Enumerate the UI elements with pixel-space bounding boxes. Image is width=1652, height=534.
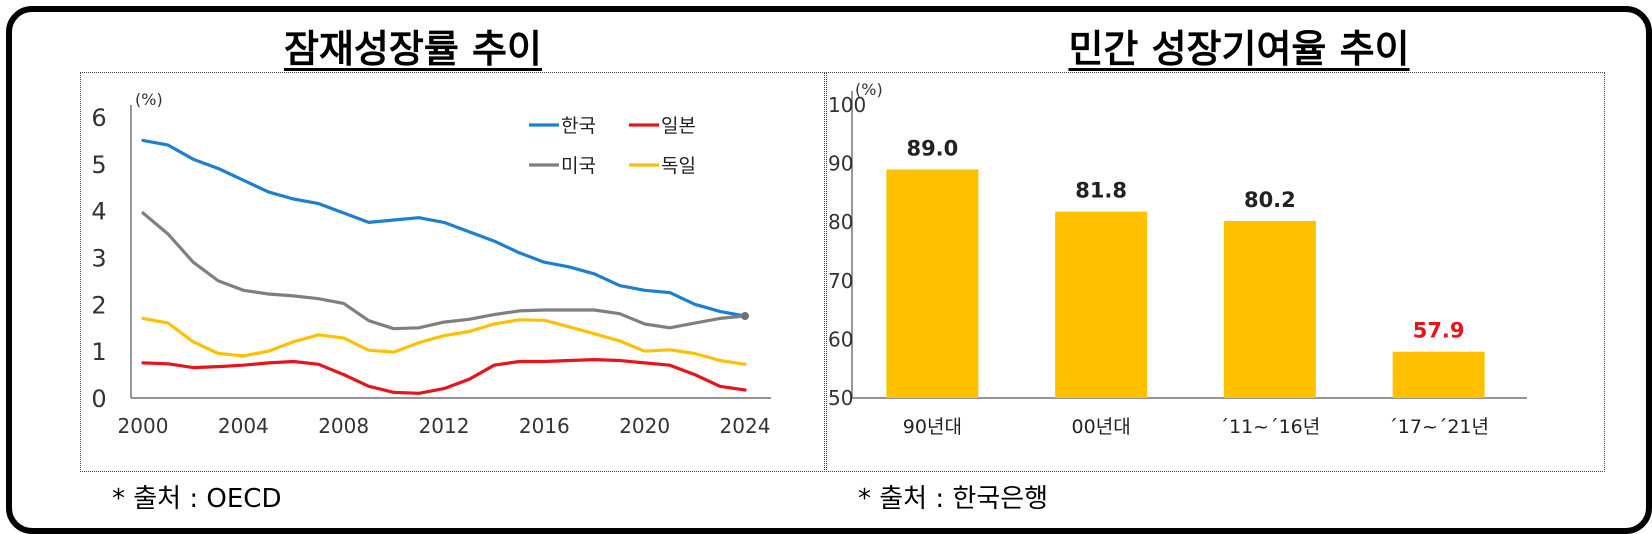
bar-chart: (%) 50 60 70 80 90 100 89.0 90년대 81.8 00년대 80.2 ´11~… xyxy=(828,80,1527,438)
left-source-note: * 출처 : OECD xyxy=(112,484,282,514)
x-tick-label: 2004 xyxy=(218,414,269,438)
end-point-marker xyxy=(741,312,749,321)
bar-chart-panel: (%) 50 60 70 80 90 100 89.0 90년대 81.8 00년대 80.2 ´11~… xyxy=(826,72,1605,472)
line-chart: (%) 0 1 2 3 4 5 6 2000 2004 2008 2012 2016 2020 2024 한국… xyxy=(91,90,771,438)
series-line-미국 xyxy=(141,211,747,331)
series-line-독일 xyxy=(141,316,747,366)
y-tick-label: 50 xyxy=(828,386,853,410)
series-line-일본 xyxy=(141,358,747,395)
y-tick-label: 60 xyxy=(828,327,853,351)
bar-value-label: 80.2 xyxy=(1244,188,1296,212)
x-tick-label: 2000 xyxy=(118,414,169,438)
x-tick-label: 2020 xyxy=(619,414,670,438)
y-tick-label: 3 xyxy=(91,245,106,273)
legend-label-한국: 한국 xyxy=(561,115,596,137)
y-tick-label: 1 xyxy=(91,338,106,366)
left-chart-title: 잠재성장률 추이 xyxy=(284,27,542,71)
series-line-한국 xyxy=(141,138,747,318)
x-category-label: ´17~´21년 xyxy=(1388,416,1489,438)
x-category-label: 00년대 xyxy=(1072,416,1131,438)
y-unit-label: (%) xyxy=(855,80,883,99)
legend-label-미국: 미국 xyxy=(561,155,596,177)
bar-3 xyxy=(1392,351,1485,398)
bar-value-label: 89.0 xyxy=(906,136,958,160)
x-tick-label: 2024 xyxy=(720,414,771,438)
y-tick-label: 6 xyxy=(91,104,106,132)
bar-value-label: 81.8 xyxy=(1075,179,1127,203)
y-tick-label: 70 xyxy=(828,269,853,293)
y-tick-label: 90 xyxy=(828,152,853,176)
x-category-label: ´11~´16년 xyxy=(1219,416,1320,438)
line-chart-panel: (%) 0 1 2 3 4 5 6 2000 2004 2008 2012 2016 2020 2024 한국… xyxy=(80,72,825,472)
x-tick-label: 2016 xyxy=(519,414,570,438)
y-tick-label: 5 xyxy=(91,151,106,179)
right-chart-title: 민간 성장기여율 추이 xyxy=(1068,27,1410,71)
bar-1 xyxy=(1055,211,1148,398)
bar-0 xyxy=(886,169,979,398)
legend-label-독일: 독일 xyxy=(661,155,696,177)
y-unit-label: (%) xyxy=(135,90,163,109)
y-tick-label: 0 xyxy=(91,385,106,413)
legend-label-일본: 일본 xyxy=(661,115,696,137)
y-tick-label: 4 xyxy=(91,198,106,226)
right-source-note: * 출처 : 한국은행 xyxy=(858,484,1049,514)
y-tick-label: 80 xyxy=(828,210,853,234)
x-tick-label: 2012 xyxy=(419,414,470,438)
y-tick-label: 2 xyxy=(91,291,106,319)
bar-2 xyxy=(1223,221,1316,398)
bar-value-label: 57.9 xyxy=(1413,319,1465,343)
y-tick-label: 100 xyxy=(828,93,866,117)
x-category-label: 90년대 xyxy=(903,416,962,438)
x-tick-label: 2008 xyxy=(318,414,369,438)
